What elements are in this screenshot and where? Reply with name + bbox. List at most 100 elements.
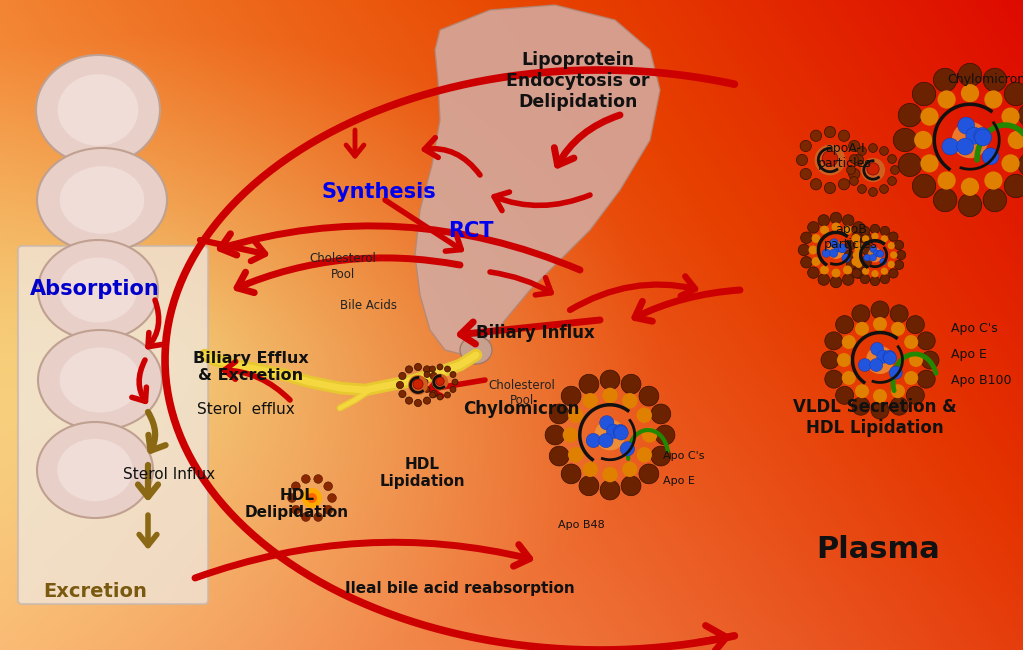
Circle shape — [598, 434, 613, 448]
Circle shape — [436, 377, 444, 385]
Circle shape — [839, 130, 849, 141]
Circle shape — [836, 386, 853, 404]
Circle shape — [889, 232, 898, 241]
Circle shape — [849, 177, 858, 185]
Circle shape — [860, 226, 870, 236]
Circle shape — [959, 193, 982, 216]
Circle shape — [450, 387, 456, 393]
Circle shape — [621, 374, 641, 394]
Circle shape — [651, 446, 671, 466]
Circle shape — [890, 252, 897, 259]
Circle shape — [983, 188, 1007, 212]
Circle shape — [818, 214, 830, 226]
Circle shape — [854, 246, 863, 255]
Circle shape — [966, 127, 983, 144]
Circle shape — [921, 351, 939, 369]
Circle shape — [807, 267, 819, 278]
Circle shape — [639, 386, 659, 406]
Circle shape — [636, 447, 652, 463]
Circle shape — [871, 224, 880, 234]
Circle shape — [880, 146, 888, 155]
Circle shape — [307, 493, 317, 503]
Ellipse shape — [59, 166, 144, 234]
Circle shape — [568, 408, 583, 423]
Circle shape — [302, 488, 322, 508]
Circle shape — [445, 366, 450, 372]
Circle shape — [860, 274, 870, 283]
Circle shape — [855, 322, 869, 336]
Circle shape — [399, 391, 406, 398]
Text: HDL
Delipidation: HDL Delipidation — [244, 488, 349, 520]
Text: Biliary Efflux
& Excretion: Biliary Efflux & Excretion — [192, 351, 309, 383]
Circle shape — [408, 375, 428, 395]
Circle shape — [983, 68, 1007, 92]
Circle shape — [622, 462, 637, 477]
Circle shape — [884, 352, 896, 365]
Circle shape — [918, 370, 935, 388]
Circle shape — [896, 250, 905, 260]
Circle shape — [893, 128, 917, 151]
Ellipse shape — [59, 348, 140, 413]
Circle shape — [869, 188, 878, 196]
Circle shape — [915, 131, 932, 149]
Circle shape — [873, 389, 887, 403]
Circle shape — [601, 370, 620, 390]
Circle shape — [825, 183, 836, 194]
Ellipse shape — [57, 74, 138, 146]
Circle shape — [880, 274, 890, 283]
Circle shape — [957, 138, 974, 155]
Circle shape — [450, 372, 456, 378]
Circle shape — [437, 364, 443, 370]
Circle shape — [855, 261, 862, 268]
Circle shape — [904, 335, 919, 349]
Circle shape — [614, 426, 628, 440]
Circle shape — [837, 353, 851, 367]
Circle shape — [849, 155, 858, 163]
Circle shape — [872, 233, 879, 240]
Circle shape — [424, 366, 431, 373]
Circle shape — [951, 122, 988, 158]
Circle shape — [846, 260, 855, 270]
Text: Apo C's: Apo C's — [663, 451, 705, 462]
Circle shape — [849, 140, 860, 151]
Circle shape — [832, 222, 841, 231]
Text: Cholesterol
Pool: Cholesterol Pool — [309, 252, 376, 281]
Ellipse shape — [36, 55, 160, 165]
Circle shape — [579, 476, 598, 496]
Text: Ileal bile acid reabsorption: Ileal bile acid reabsorption — [346, 580, 575, 596]
Circle shape — [545, 425, 565, 445]
Circle shape — [808, 246, 817, 255]
Circle shape — [830, 239, 838, 247]
Circle shape — [984, 172, 1003, 190]
Circle shape — [937, 172, 955, 190]
Circle shape — [843, 226, 852, 235]
Circle shape — [842, 254, 850, 262]
Text: Synthesis: Synthesis — [321, 182, 436, 202]
Circle shape — [871, 343, 884, 356]
Circle shape — [918, 332, 935, 350]
Circle shape — [843, 274, 854, 285]
Circle shape — [405, 366, 412, 373]
Circle shape — [839, 179, 849, 190]
Circle shape — [613, 424, 627, 439]
Circle shape — [430, 392, 436, 398]
Text: Apo B100: Apo B100 — [951, 374, 1012, 387]
Circle shape — [870, 254, 877, 261]
Circle shape — [302, 513, 310, 521]
Circle shape — [855, 242, 862, 250]
Text: HDL
Lipidation: HDL Lipidation — [380, 457, 465, 489]
Circle shape — [287, 493, 297, 502]
Circle shape — [302, 474, 310, 484]
Circle shape — [861, 158, 885, 182]
Circle shape — [857, 146, 866, 155]
Circle shape — [853, 222, 864, 233]
Circle shape — [818, 274, 830, 285]
Circle shape — [857, 185, 866, 194]
Circle shape — [933, 68, 957, 92]
Circle shape — [836, 316, 853, 333]
Circle shape — [843, 214, 854, 226]
Circle shape — [862, 244, 874, 255]
Circle shape — [853, 267, 864, 278]
Circle shape — [563, 427, 578, 443]
Circle shape — [1002, 107, 1020, 125]
